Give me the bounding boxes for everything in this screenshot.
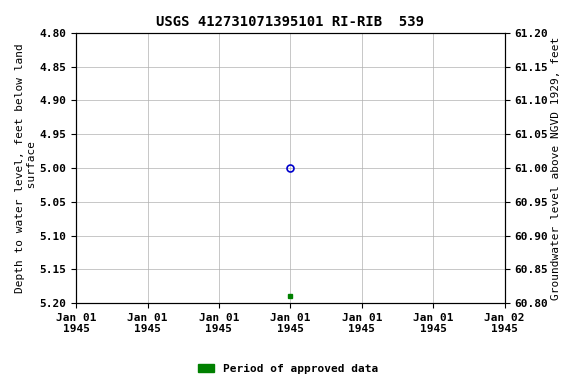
Title: USGS 412731071395101 RI-RIB  539: USGS 412731071395101 RI-RIB 539 (157, 15, 425, 29)
Y-axis label: Groundwater level above NGVD 1929, feet: Groundwater level above NGVD 1929, feet (551, 36, 561, 300)
Legend: Period of approved data: Period of approved data (193, 359, 383, 379)
Y-axis label: Depth to water level, feet below land
 surface: Depth to water level, feet below land su… (15, 43, 37, 293)
